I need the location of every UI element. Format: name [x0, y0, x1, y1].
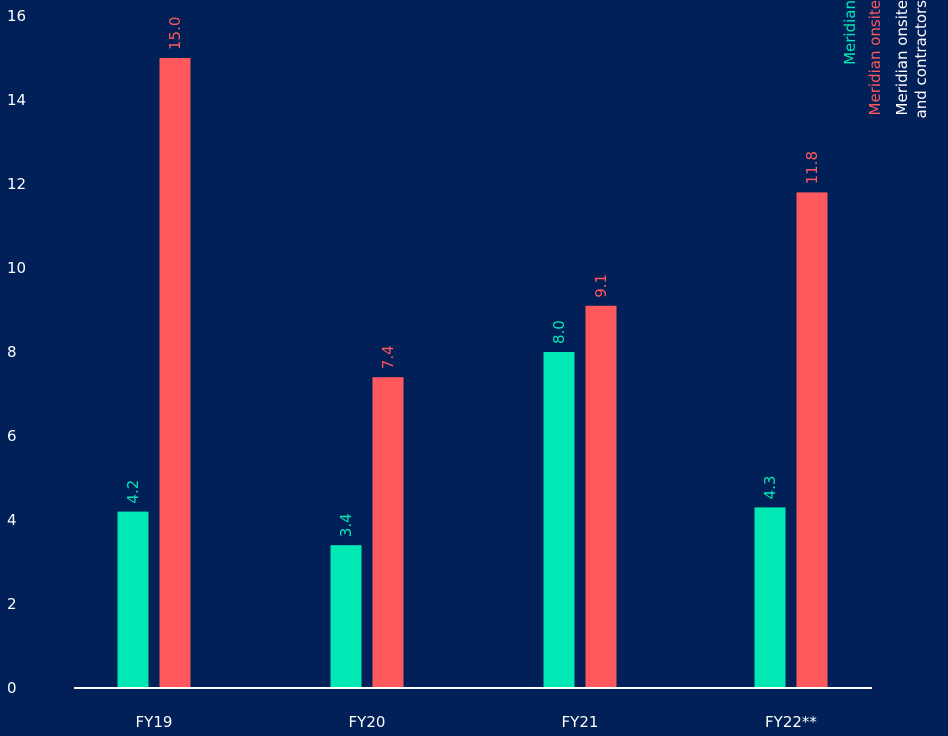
value-label: 4.2 — [124, 480, 142, 504]
x-category-label: FY20 — [349, 713, 386, 731]
legend-label: and contractors — [912, 0, 930, 118]
legend-label: Meridian — [841, 0, 859, 65]
bar-meridian-onsite — [372, 377, 404, 688]
bar-meridian-onsite — [796, 192, 828, 688]
legend-label: Meridian onsite — [866, 0, 884, 115]
value-label: 15.0 — [166, 17, 184, 50]
value-label: 3.4 — [337, 513, 355, 537]
x-category-label: FY22** — [765, 713, 817, 731]
y-tick-label: 0 — [7, 679, 17, 697]
bar-meridian-onsite — [585, 305, 617, 688]
bar-meridian — [117, 511, 149, 688]
y-tick-label: 16 — [7, 7, 26, 25]
y-tick-label: 2 — [7, 595, 17, 613]
y-tick-label: 4 — [7, 511, 17, 529]
bar-meridian — [330, 545, 362, 688]
x-category-label: FY19 — [136, 713, 173, 731]
value-label: 8.0 — [550, 320, 568, 344]
legend-label: Meridian onsite — [893, 0, 911, 115]
value-label: 7.4 — [379, 345, 397, 369]
x-axis-category-labels: FY19 FY20 FY21 FY22** — [136, 713, 818, 731]
bar-meridian-onsite — [159, 58, 191, 688]
bar-meridian — [754, 507, 786, 688]
y-tick-label: 6 — [7, 427, 17, 445]
legend: Meridian Meridian onsite Meridian onsite an… — [841, 0, 930, 118]
y-axis-ticks: 0 2 4 6 8 10 12 14 16 — [7, 7, 26, 697]
bars — [117, 58, 828, 688]
y-tick-label: 12 — [7, 175, 26, 193]
y-tick-label: 8 — [7, 343, 17, 361]
bar-meridian — [543, 352, 575, 688]
value-label: 4.3 — [761, 476, 779, 500]
value-label: 11.8 — [803, 151, 821, 184]
y-tick-label: 10 — [7, 259, 26, 277]
y-tick-label: 14 — [7, 91, 26, 109]
value-label: 9.1 — [592, 274, 610, 298]
value-labels: 4.2 15.0 3.4 7.4 8.0 9.1 4.3 11.8 — [124, 17, 821, 538]
x-category-label: FY21 — [562, 713, 599, 731]
